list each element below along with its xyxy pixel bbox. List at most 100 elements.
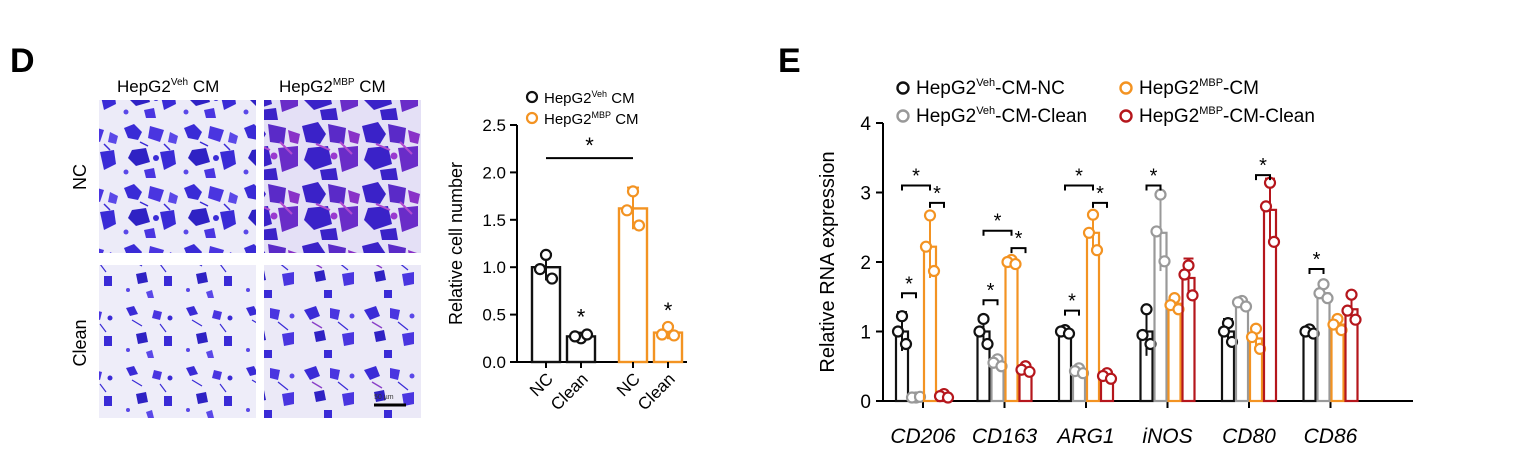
data-point xyxy=(1259,200,1273,213)
significance-star: * xyxy=(1015,228,1023,250)
bar xyxy=(1302,330,1317,403)
data-point xyxy=(1239,300,1253,313)
bar xyxy=(1234,302,1250,403)
data-point xyxy=(1150,225,1163,238)
legend-marker xyxy=(1119,109,1133,123)
significance-bracket xyxy=(1064,184,1094,191)
data-point xyxy=(895,310,909,323)
data-point xyxy=(1140,303,1153,316)
y-tick-label: 4 xyxy=(860,114,871,135)
data-point xyxy=(533,262,547,276)
x-tick-label: CD206 xyxy=(890,425,956,448)
significance-bracket xyxy=(1092,201,1108,208)
data-point xyxy=(580,328,594,341)
panel-d-letter: D xyxy=(10,42,35,80)
micrograph-veh-nc xyxy=(99,100,256,253)
image-row-label-clean: Clean xyxy=(70,319,90,366)
significance-bracket xyxy=(1064,309,1080,316)
data-point xyxy=(1062,327,1076,340)
data-point xyxy=(1009,257,1022,271)
scale-bar-label: 50 µm xyxy=(374,394,394,401)
data-point xyxy=(919,240,933,253)
legend-marker xyxy=(896,109,910,123)
data-point xyxy=(632,219,646,232)
data-point xyxy=(923,209,937,222)
significance-star: * xyxy=(1313,249,1321,271)
significance-star: * xyxy=(577,305,586,330)
data-point xyxy=(1178,268,1191,281)
legend-marker xyxy=(896,81,910,95)
y-tick-label: 0.0 xyxy=(482,353,506,372)
data-point xyxy=(1245,330,1259,344)
data-point xyxy=(1349,313,1362,326)
data-point xyxy=(1023,365,1036,378)
y-axis-label: Relative RNA expression xyxy=(817,151,839,372)
micrograph-veh-clean xyxy=(99,265,256,418)
bar xyxy=(1167,302,1182,403)
significance-star: * xyxy=(1075,166,1083,188)
data-point xyxy=(1341,304,1354,317)
y-tick-label: 2.0 xyxy=(482,163,506,182)
micrograph-mbp-nc xyxy=(264,100,421,253)
data-point xyxy=(545,272,559,285)
legend-marker xyxy=(525,90,539,104)
significance-star: * xyxy=(1068,291,1076,313)
data-point xyxy=(539,248,553,261)
significance-star: * xyxy=(994,211,1002,233)
data-point xyxy=(981,337,994,351)
data-point xyxy=(1082,226,1096,239)
x-tick-label: CD80 xyxy=(1222,425,1276,448)
legend-label: HepG2Veh-CM-Clean xyxy=(916,105,1087,127)
image-col-header-veh: HepG2Veh CM xyxy=(117,77,219,96)
image-row-label-nc: NC xyxy=(70,164,90,190)
significance-bracket xyxy=(1308,267,1325,274)
significance-star: * xyxy=(1150,166,1158,188)
significance-star: * xyxy=(933,183,941,205)
y-tick-label: 0 xyxy=(860,392,871,413)
x-tick-label: CD163 xyxy=(972,425,1038,448)
significance-star: * xyxy=(1259,155,1267,177)
legend-label: HepG2MBP-CM xyxy=(1139,77,1259,99)
significance-bracket xyxy=(1145,184,1162,191)
bar xyxy=(1004,260,1019,403)
image-col-header-mbp: HepG2MBP CM xyxy=(279,77,386,96)
significance-bracket xyxy=(929,201,945,208)
significance-bracket xyxy=(982,299,999,306)
legend-label: HepG2Veh-CM-NC xyxy=(916,77,1065,99)
data-point xyxy=(927,264,941,278)
data-point xyxy=(1104,372,1118,385)
significance-bracket xyxy=(982,229,1013,236)
y-tick-label: 1.0 xyxy=(482,258,506,277)
legend-label: HepG2MBP-CM-Clean xyxy=(1139,105,1315,127)
micrograph-mbp-clean xyxy=(264,265,421,418)
significance-star: * xyxy=(664,298,673,323)
significance-star: * xyxy=(987,280,995,302)
legend-label: HepG2Veh CM xyxy=(544,89,635,107)
significance-bracket xyxy=(901,292,917,299)
x-tick-label: Clean xyxy=(634,369,679,414)
data-point xyxy=(661,320,675,334)
data-point xyxy=(973,325,986,338)
significance-bracket xyxy=(1255,174,1271,181)
legend-marker xyxy=(525,111,539,125)
data-point xyxy=(1154,188,1167,201)
data-point xyxy=(1345,288,1358,301)
data-point xyxy=(1267,235,1281,248)
data-point xyxy=(891,325,905,338)
data-point xyxy=(1327,318,1340,331)
y-tick-label: 0.5 xyxy=(482,306,506,325)
significance-star: * xyxy=(1096,183,1104,205)
data-point xyxy=(1136,328,1149,342)
data-point xyxy=(1086,208,1100,221)
x-tick-label: ARG1 xyxy=(1055,425,1114,448)
data-point xyxy=(655,328,669,341)
bar xyxy=(1316,292,1331,403)
data-point xyxy=(899,337,913,351)
y-tick-label: 1.5 xyxy=(482,211,506,230)
significance-star: * xyxy=(912,166,920,188)
y-axis-label: Relative cell number xyxy=(446,162,466,325)
chart-rna-expression: 0 1 2 3 4 Relative RNA expression CD206 CD163 AR… xyxy=(817,77,1413,448)
data-point xyxy=(568,330,582,343)
y-tick-label: 2 xyxy=(860,253,871,274)
